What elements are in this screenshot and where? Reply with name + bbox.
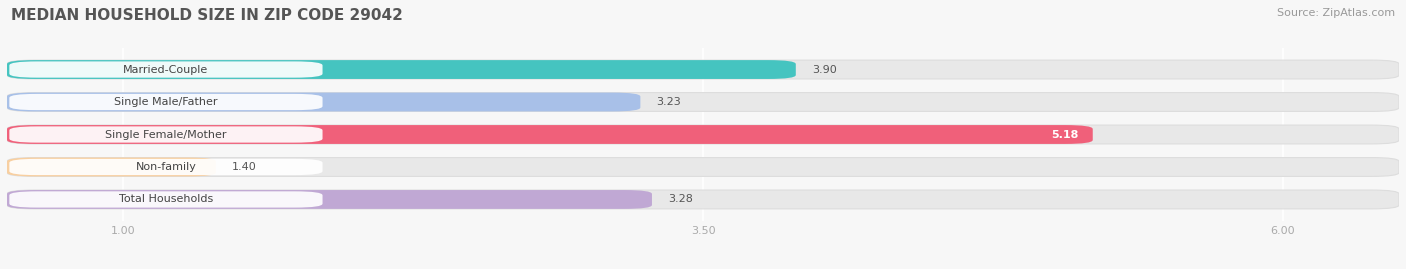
Text: 3.23: 3.23 [657,97,682,107]
Text: MEDIAN HOUSEHOLD SIZE IN ZIP CODE 29042: MEDIAN HOUSEHOLD SIZE IN ZIP CODE 29042 [11,8,404,23]
Text: Total Households: Total Households [120,194,214,204]
FancyBboxPatch shape [7,158,1399,176]
FancyBboxPatch shape [7,158,217,176]
Text: Single Male/Father: Single Male/Father [114,97,218,107]
Text: 1.40: 1.40 [232,162,257,172]
FancyBboxPatch shape [10,126,322,143]
FancyBboxPatch shape [10,191,322,208]
Text: Source: ZipAtlas.com: Source: ZipAtlas.com [1277,8,1395,18]
Text: 5.18: 5.18 [1052,129,1078,140]
FancyBboxPatch shape [7,190,652,209]
Text: Non-family: Non-family [135,162,197,172]
Text: 3.28: 3.28 [668,194,693,204]
FancyBboxPatch shape [7,125,1092,144]
Text: Single Female/Mother: Single Female/Mother [105,129,226,140]
Text: 3.90: 3.90 [813,65,837,75]
FancyBboxPatch shape [7,93,1399,111]
Text: Married-Couple: Married-Couple [124,65,208,75]
FancyBboxPatch shape [7,93,640,111]
FancyBboxPatch shape [10,159,322,175]
FancyBboxPatch shape [10,94,322,110]
FancyBboxPatch shape [7,190,1399,209]
FancyBboxPatch shape [10,61,322,78]
FancyBboxPatch shape [7,60,1399,79]
FancyBboxPatch shape [7,125,1399,144]
FancyBboxPatch shape [7,60,796,79]
